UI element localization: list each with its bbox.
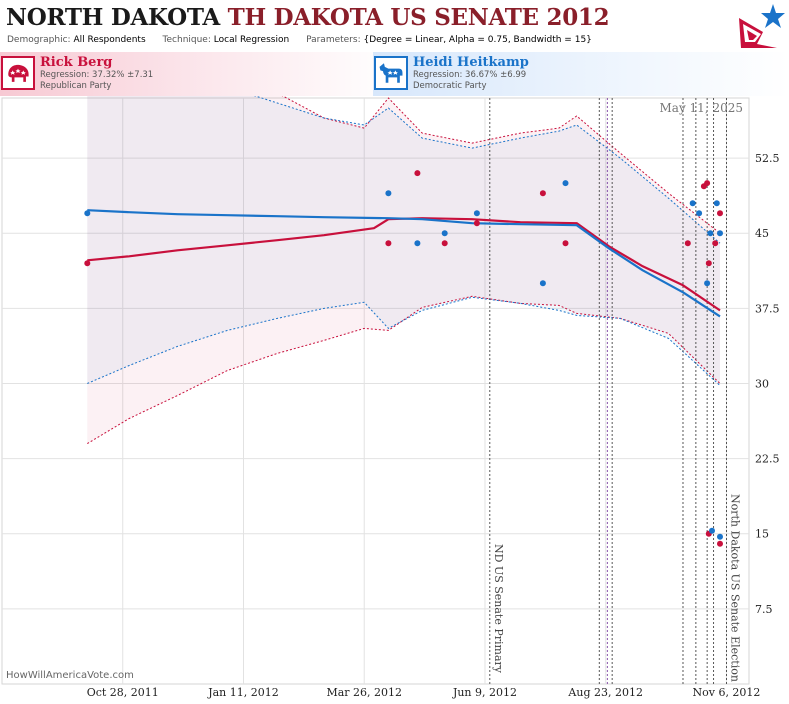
poll-point bbox=[414, 170, 421, 177]
candidate-regression: Regression: 36.67% ±6.99 bbox=[413, 70, 527, 80]
param-key: Technique: bbox=[162, 35, 211, 45]
poll-point bbox=[709, 527, 715, 534]
poll-point bbox=[473, 220, 480, 227]
param-value: All Respondents bbox=[73, 35, 146, 45]
param-key: Parameters: bbox=[306, 35, 361, 45]
candidate-party: Republican Party bbox=[40, 81, 112, 91]
title-bar: NORTH DAKOTA TH DAKOTA US SENATE 2012 De… bbox=[0, 0, 789, 53]
poll-point bbox=[414, 240, 421, 247]
page-title: NORTH DAKOTA TH DAKOTA US SENATE 2012 bbox=[6, 4, 610, 31]
event-label: North Dakota US Senate Election bbox=[729, 494, 742, 682]
poll-point bbox=[689, 200, 696, 207]
trend-lines bbox=[87, 209, 721, 318]
watermark: HowWillAmericaVote.com bbox=[6, 670, 134, 681]
candidate-name: Rick Berg bbox=[40, 55, 113, 70]
confidence-bound-upper bbox=[281, 96, 721, 234]
x-tick-label: Aug 23, 2012 bbox=[567, 686, 643, 699]
param-value: {Degree = Linear, Alpha = 0.75, Bandwidt… bbox=[363, 35, 592, 45]
event-label: ND US Senate Primary bbox=[492, 544, 505, 674]
confidence-band bbox=[87, 96, 720, 444]
parameters-line: Demographic: All Respondents Technique: … bbox=[7, 35, 606, 45]
x-tick-label: Oct 28, 2011 bbox=[87, 686, 159, 699]
poll-point bbox=[562, 180, 569, 187]
candidate-strip: Rick Berg Regression: 37.32% ±7.31 Repub… bbox=[0, 52, 789, 96]
poll-point bbox=[712, 240, 719, 247]
candidate-regression: Regression: 37.32% ±7.31 bbox=[40, 70, 154, 80]
confidence-band bbox=[87, 96, 720, 386]
poll-point bbox=[713, 200, 720, 207]
x-tick-label: Jan 11, 2012 bbox=[207, 686, 279, 699]
flag-star-logo-icon[interactable] bbox=[737, 2, 785, 48]
poll-point bbox=[441, 230, 448, 237]
poll-point bbox=[539, 190, 546, 197]
candidate-republican[interactable]: Rick Berg Regression: 37.32% ±7.31 Repub… bbox=[0, 52, 395, 96]
race-name: TH DAKOTA US SENATE 2012 bbox=[227, 4, 610, 31]
axes: 7.5 15 22.5 30 37.5 45 52.5 Oct 28, 2011 Jan 11,… bbox=[87, 152, 780, 699]
poll-point bbox=[84, 210, 91, 217]
param-value: Local Regression bbox=[213, 35, 290, 45]
param-key: Demographic: bbox=[7, 35, 71, 45]
current-date-label: May 11, 2025 bbox=[660, 101, 743, 115]
y-tick-label: 37.5 bbox=[755, 302, 780, 315]
poll-point bbox=[704, 280, 711, 287]
poll-point bbox=[385, 190, 392, 197]
confidence-bands bbox=[87, 96, 721, 445]
candidate-party: Democratic Party bbox=[413, 81, 487, 91]
y-tick-label: 15 bbox=[755, 528, 769, 541]
poll-point bbox=[707, 230, 714, 237]
poll-point bbox=[717, 540, 723, 547]
poll-point bbox=[385, 240, 392, 247]
poll-point bbox=[562, 240, 569, 247]
y-tick-label: 22.5 bbox=[755, 453, 780, 466]
x-tick-label: Mar 26, 2012 bbox=[326, 686, 402, 699]
y-tick-label: 52.5 bbox=[755, 152, 780, 165]
republican-elephant-icon bbox=[1, 56, 35, 90]
poll-point bbox=[84, 260, 91, 267]
trend-line bbox=[87, 209, 721, 318]
state-name: NORTH DAKOTA bbox=[6, 4, 220, 31]
poll-point bbox=[717, 230, 723, 237]
democratic-donkey-icon bbox=[374, 56, 408, 90]
grid bbox=[1, 97, 750, 685]
poll-points bbox=[84, 170, 723, 547]
poll-point bbox=[441, 240, 448, 247]
confidence-bound-lower bbox=[87, 296, 721, 386]
event-lines: ND US Senate Primary North Dakota US Sena… bbox=[489, 98, 742, 684]
y-tick-label: 7.5 bbox=[755, 603, 773, 616]
y-tick-label: 30 bbox=[755, 377, 769, 390]
candidate-democrat[interactable]: Heidi Heitkamp Regression: 36.67% ±6.99 … bbox=[373, 52, 789, 96]
polling-chart: ND US Senate Primary North Dakota US Sena… bbox=[1, 96, 780, 699]
poll-point bbox=[539, 280, 546, 287]
x-tick-label: Jun 9, 2012 bbox=[452, 686, 517, 699]
y-tick-label: 45 bbox=[755, 227, 769, 240]
poll-point bbox=[696, 210, 703, 217]
poll-point bbox=[717, 533, 723, 540]
x-tick-label: Nov 6, 2012 bbox=[692, 686, 760, 699]
poll-point bbox=[473, 210, 480, 217]
plot-frame bbox=[1, 97, 750, 685]
poll-point bbox=[704, 180, 711, 187]
poll-point bbox=[684, 240, 691, 247]
poll-point bbox=[717, 210, 723, 217]
candidate-name: Heidi Heitkamp bbox=[413, 55, 529, 70]
poll-point bbox=[705, 260, 712, 267]
